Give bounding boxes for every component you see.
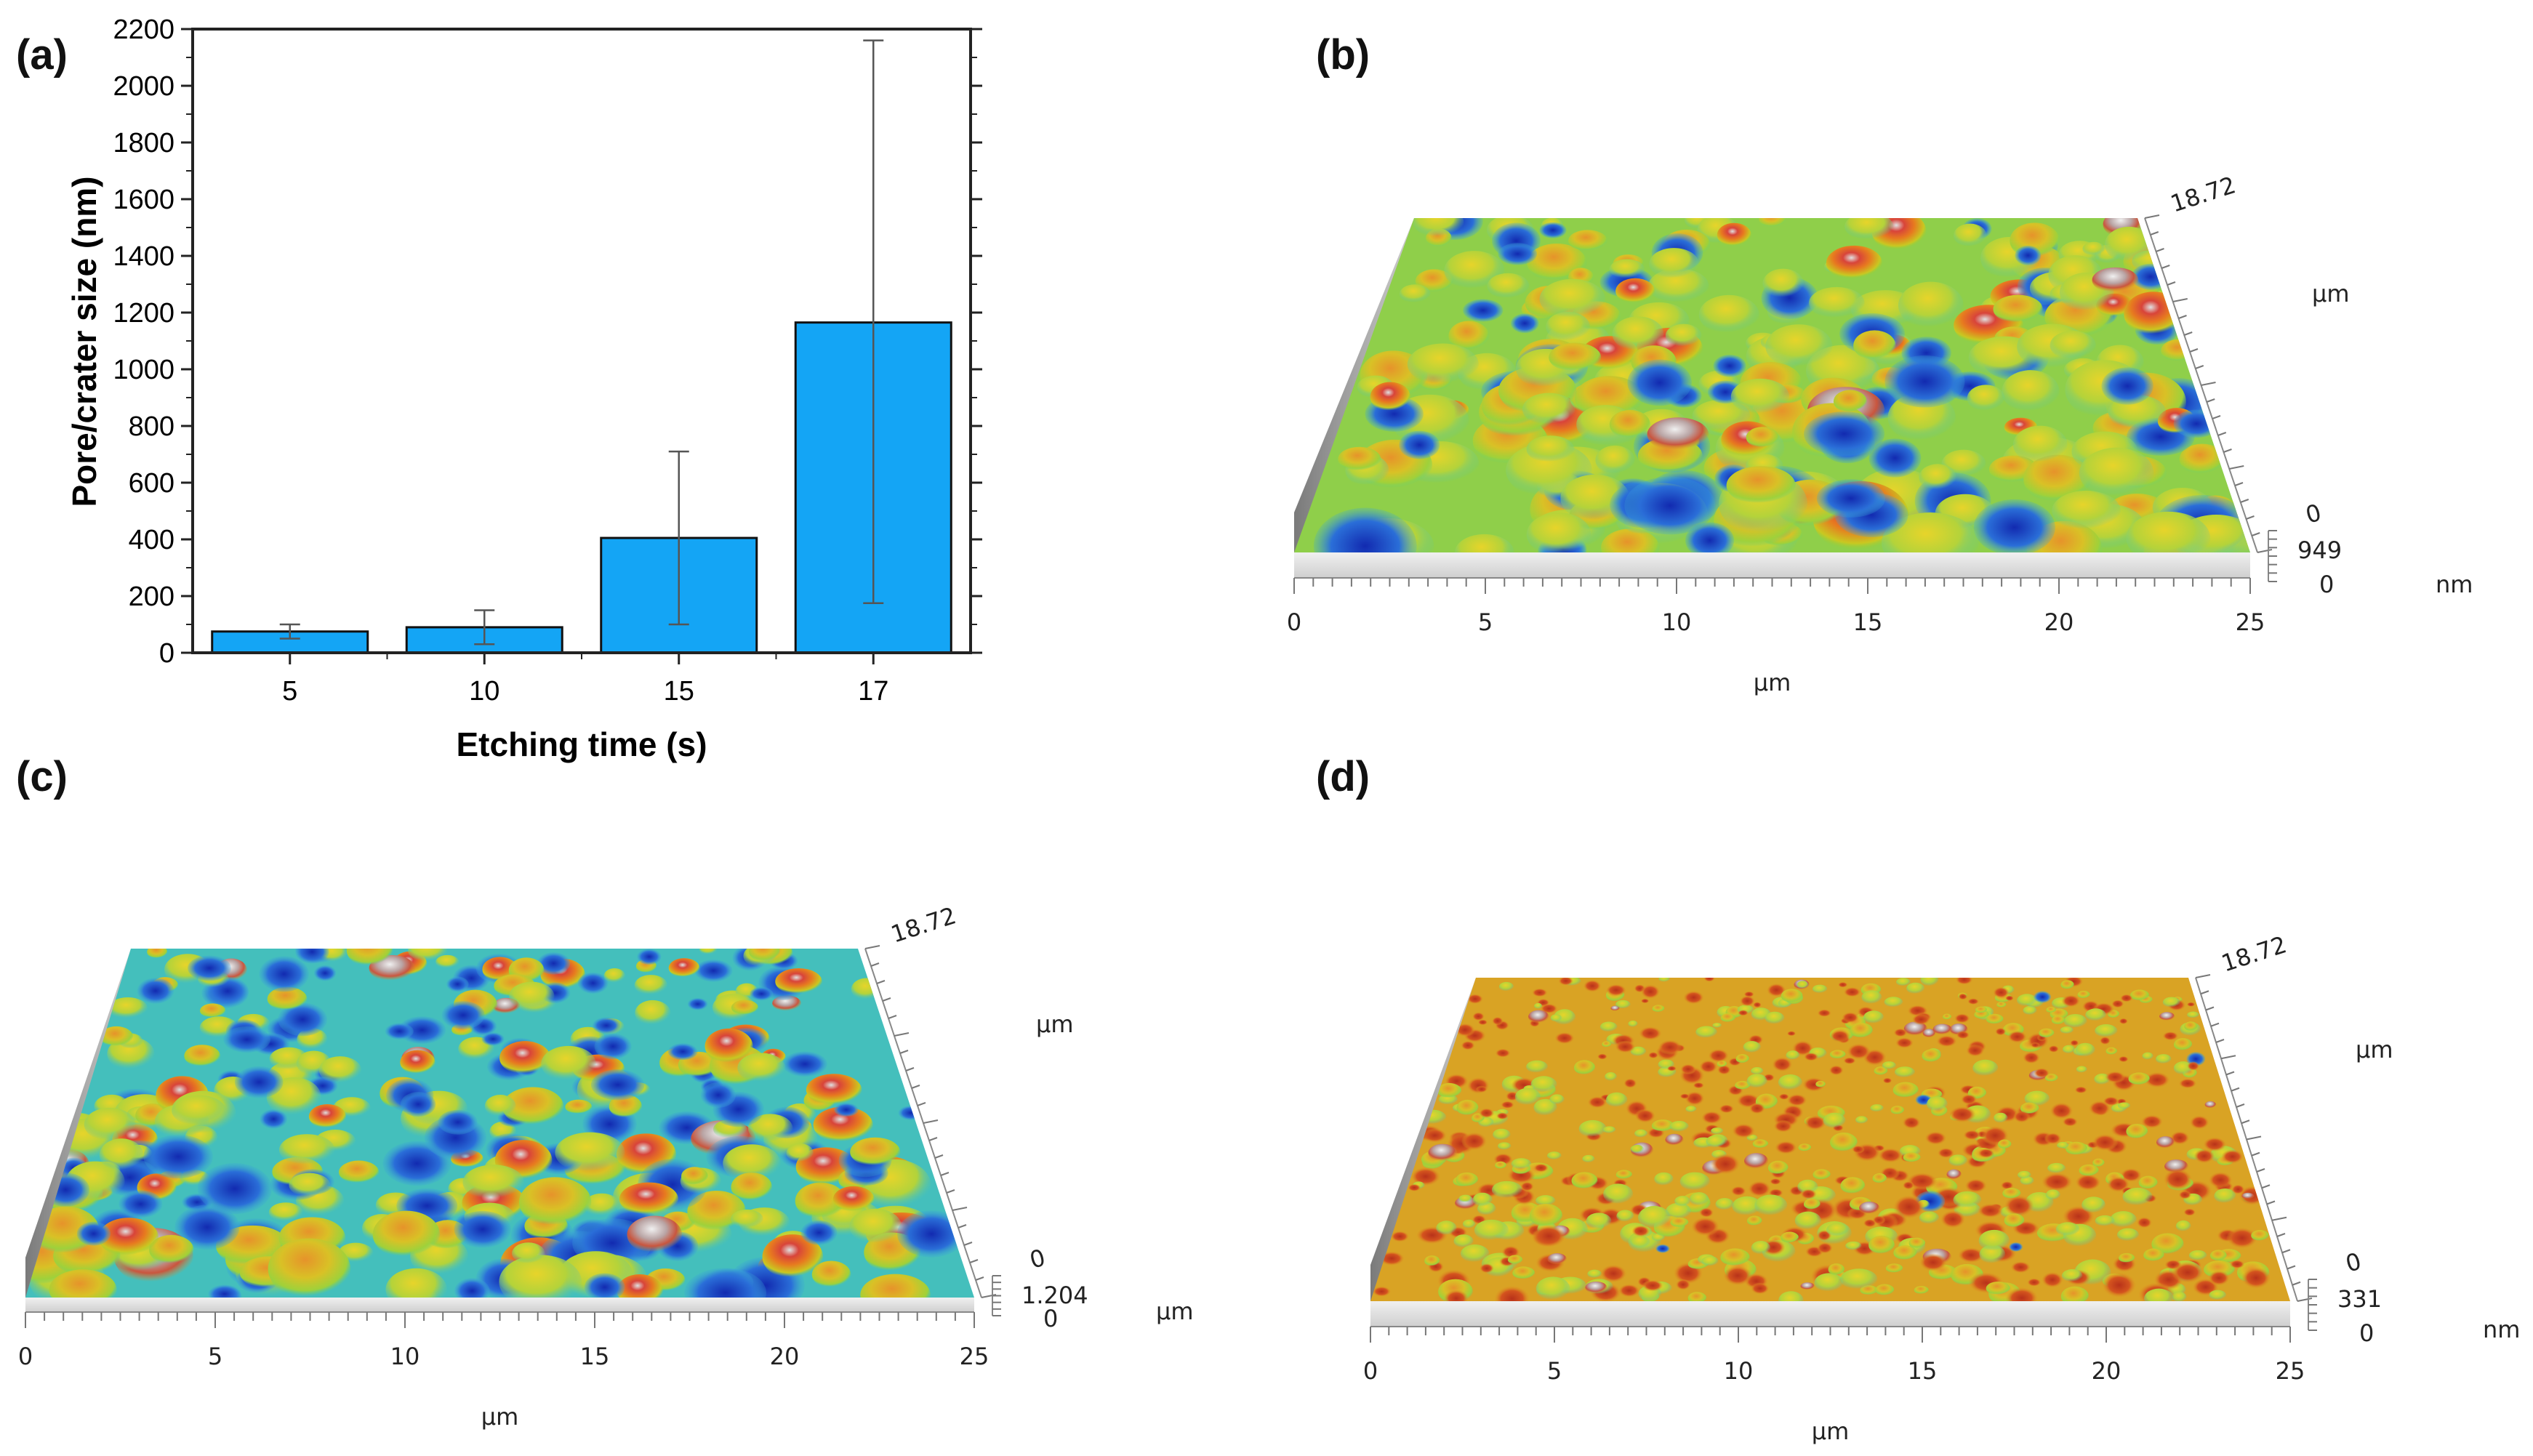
afm-z-max-label: 949 [2297,536,2342,564]
bar-chart: 0 200 400 600 800 1000 1200 1400 1600 1800 2000 220… [65,15,982,763]
y-tick-label: 800 [129,411,174,442]
afm-z-zero-label: 0 [2359,1319,2374,1347]
y-tick-label: 400 [129,525,174,555]
afm-x-tick-label: 20 [2092,1357,2121,1385]
y-tick-label: 600 [129,468,174,499]
afm-z-zero-label: 0 [2319,571,2334,598]
x-tick-label: 17 [858,676,888,707]
error-bar-5 [279,623,300,640]
afm-x-tick-label: 15 [1908,1357,1938,1385]
afm-y-range-label: 18.72 [2167,171,2239,217]
afm-x-unit: µm [481,1403,519,1431]
y-tick-label: 200 [129,582,174,612]
x-axis-label: Etching time (s) [456,725,707,763]
y-axis-label: Pore/crater size (nm) [65,176,103,507]
afm-z-unit: nm [2483,1316,2520,1343]
afm-z-unit: nm [2436,571,2473,598]
y-tick-label: 0 [159,638,174,669]
afm-x-tick-label: 10 [390,1343,420,1370]
x-tick-label: 10 [469,676,499,707]
panel-label-a: (a) [16,31,68,79]
afm-x-tick-label: 5 [1547,1357,1562,1385]
afm-x-tick-label: 15 [1853,608,1883,636]
error-bar-17 [863,39,884,604]
afm-x-tick-label: 5 [208,1343,222,1370]
error-bar-10 [474,609,495,645]
afm-z-zero-label: 0 [1043,1305,1058,1332]
y-tick-label: 1600 [113,185,174,215]
afm-y-unit: µm [2356,1036,2393,1063]
afm-x-tick-label: 10 [1724,1357,1754,1385]
afm-x-tick-label: 25 [960,1343,989,1370]
afm-x-tick-label: 5 [1478,608,1493,636]
y-tick-label: 1200 [113,298,174,329]
afm-x-unit: µm [1812,1417,1850,1445]
afm-z-max-label: 331 [2337,1285,2382,1313]
afm-x-tick-label: 25 [2276,1357,2305,1385]
afm-x-tick-label: 25 [2236,608,2265,636]
afm-y-range-label: 18.72 [888,901,960,948]
afm-x-unit: µm [1754,669,1791,696]
afm-x-tick-label: 0 [1363,1357,1378,1385]
afm-y-unit: µm [1036,1010,1074,1038]
afm-z-unit: µm [1156,1298,1194,1325]
afm-z-top-label: 0 [1027,1244,1048,1274]
afm-x-tick-label: 20 [770,1343,800,1370]
afm-x-tick-label: 10 [1662,608,1692,636]
afm-x-tick-label: 15 [580,1343,610,1370]
afm-x-tick-label: 0 [18,1343,33,1370]
y-tick-label: 1800 [113,128,174,158]
y-tick-label: 1400 [113,241,174,272]
afm-y-unit: µm [2312,280,2350,307]
y-tick-label: 2000 [113,71,174,102]
afm-z-top-label: 0 [2343,1247,2364,1278]
afm-z-max-label: 1.204 [1021,1282,1088,1309]
x-tick-label: 5 [282,676,297,707]
afm-z-top-label: 0 [2303,499,2324,529]
panel-label-c: (c) [16,753,68,800]
afm-x-tick-label: 20 [2044,608,2074,636]
afm-y-range-label: 18.72 [2218,930,2290,977]
y-tick-label: 1000 [113,355,174,385]
y-tick-label: 2200 [113,15,174,45]
panel-label-b: (b) [1316,31,1370,79]
panel-label-d: (d) [1316,753,1370,800]
x-tick-label: 15 [664,676,694,707]
error-bar-15 [668,450,689,626]
afm-x-tick-label: 0 [1287,608,1301,636]
